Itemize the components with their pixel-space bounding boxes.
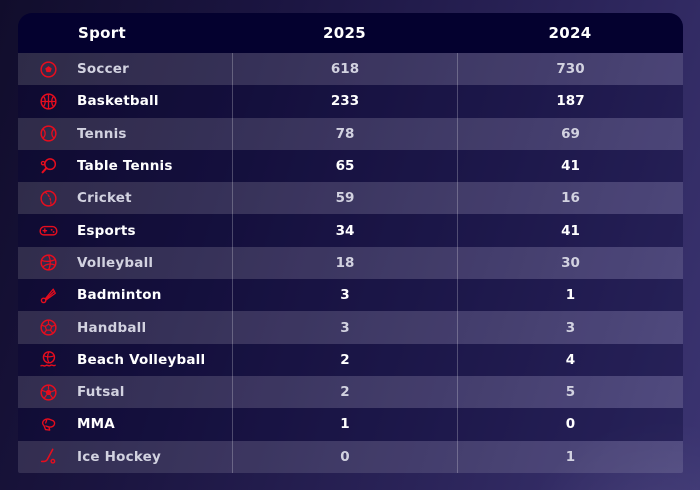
table-tennis-icon [38,156,59,177]
handball-icon [38,317,59,338]
table-body: Soccer 618 730 Basketball 233 187 Tennis… [18,53,683,473]
value-2024: 4 [457,343,683,376]
sport-name: Tennis [77,125,127,142]
value-2024: 5 [457,375,683,409]
beach-volleyball-icon [38,349,59,370]
sport-cell: Basketball [18,91,232,112]
value-2024: 69 [457,117,683,150]
sport-name: Badminton [77,287,162,304]
sport-cell: MMA [18,414,232,435]
soccer-icon [38,59,59,80]
value-2024: 41 [457,214,683,247]
value-2024: 730 [457,53,683,86]
table-row: Cricket 59 16 [18,182,683,215]
value-2024: 1 [457,279,683,312]
sport-name: Basketball [77,93,159,110]
sport-name: Beach Volleyball [77,351,206,368]
sport-cell: Handball [18,317,232,338]
value-2025: 65 [232,149,457,183]
value-2024: 0 [457,408,683,441]
sports-stats-table: Sport 2025 2024 Soccer 618 730 Basketbal… [18,13,683,473]
value-2024: 16 [457,182,683,215]
table-row: Volleyball 18 30 [18,246,683,280]
table-row: Esports 34 41 [18,214,683,247]
header-2025: 2025 [323,24,366,42]
value-2025: 34 [232,214,457,247]
sport-name: Volleyball [77,254,154,271]
sport-name: Futsal [77,384,125,401]
sport-name: Table Tennis [77,158,173,175]
value-2024: 3 [457,311,683,344]
sport-name: Handball [77,319,147,336]
sport-cell: Volleyball [18,252,232,273]
value-2024: 187 [457,85,683,118]
header-sport: Sport [78,24,126,42]
sport-cell: Beach Volleyball [18,349,232,370]
sport-cell: Cricket [18,188,232,209]
table-row: Badminton 3 1 [18,279,683,312]
table-row: MMA 1 0 [18,408,683,441]
sport-name: Soccer [77,61,130,78]
tennis-icon [38,123,59,144]
sport-cell: Table Tennis [18,156,232,177]
value-2025: 233 [232,85,457,118]
sport-cell: Futsal [18,382,232,403]
table-row: Basketball 233 187 [18,85,683,118]
value-2024: 41 [457,149,683,183]
ice-hockey-icon [38,446,59,467]
table-row: Table Tennis 65 41 [18,149,683,183]
sport-name: Esports [77,222,136,239]
value-2025: 1 [232,408,457,441]
value-2024: 1 [457,440,683,473]
header-2024: 2024 [548,24,592,42]
value-2025: 2 [232,375,457,409]
sport-name: Ice Hockey [77,448,162,465]
value-2025: 618 [232,53,457,86]
value-2025: 18 [232,246,457,280]
esports-icon [38,220,59,241]
table-row: Handball 3 3 [18,311,683,344]
table-row: Tennis 78 69 [18,117,683,150]
table-header: Sport 2025 2024 [18,13,683,53]
cricket-icon [38,188,59,209]
badminton-icon [38,285,59,306]
volleyball-icon [38,252,59,273]
table-row: Beach Volleyball 2 4 [18,343,683,376]
table-row: Futsal 2 5 [18,375,683,409]
sport-cell: Tennis [18,123,232,144]
sport-cell: Esports [18,220,232,241]
sport-name: MMA [77,416,115,433]
value-2025: 59 [232,182,457,215]
value-2024: 30 [457,246,683,280]
sport-name: Cricket [77,190,132,207]
value-2025: 0 [232,440,457,473]
sport-cell: Badminton [18,285,232,306]
table-row: Soccer 618 730 [18,53,683,86]
futsal-icon [38,382,59,403]
sport-cell: Soccer [18,59,232,80]
value-2025: 78 [232,117,457,150]
value-2025: 2 [232,343,457,376]
basketball-icon [38,91,59,112]
value-2025: 3 [232,311,457,344]
mma-icon [38,414,59,435]
value-2025: 3 [232,279,457,312]
table-row: Ice Hockey 0 1 [18,440,683,473]
sport-cell: Ice Hockey [18,446,232,467]
